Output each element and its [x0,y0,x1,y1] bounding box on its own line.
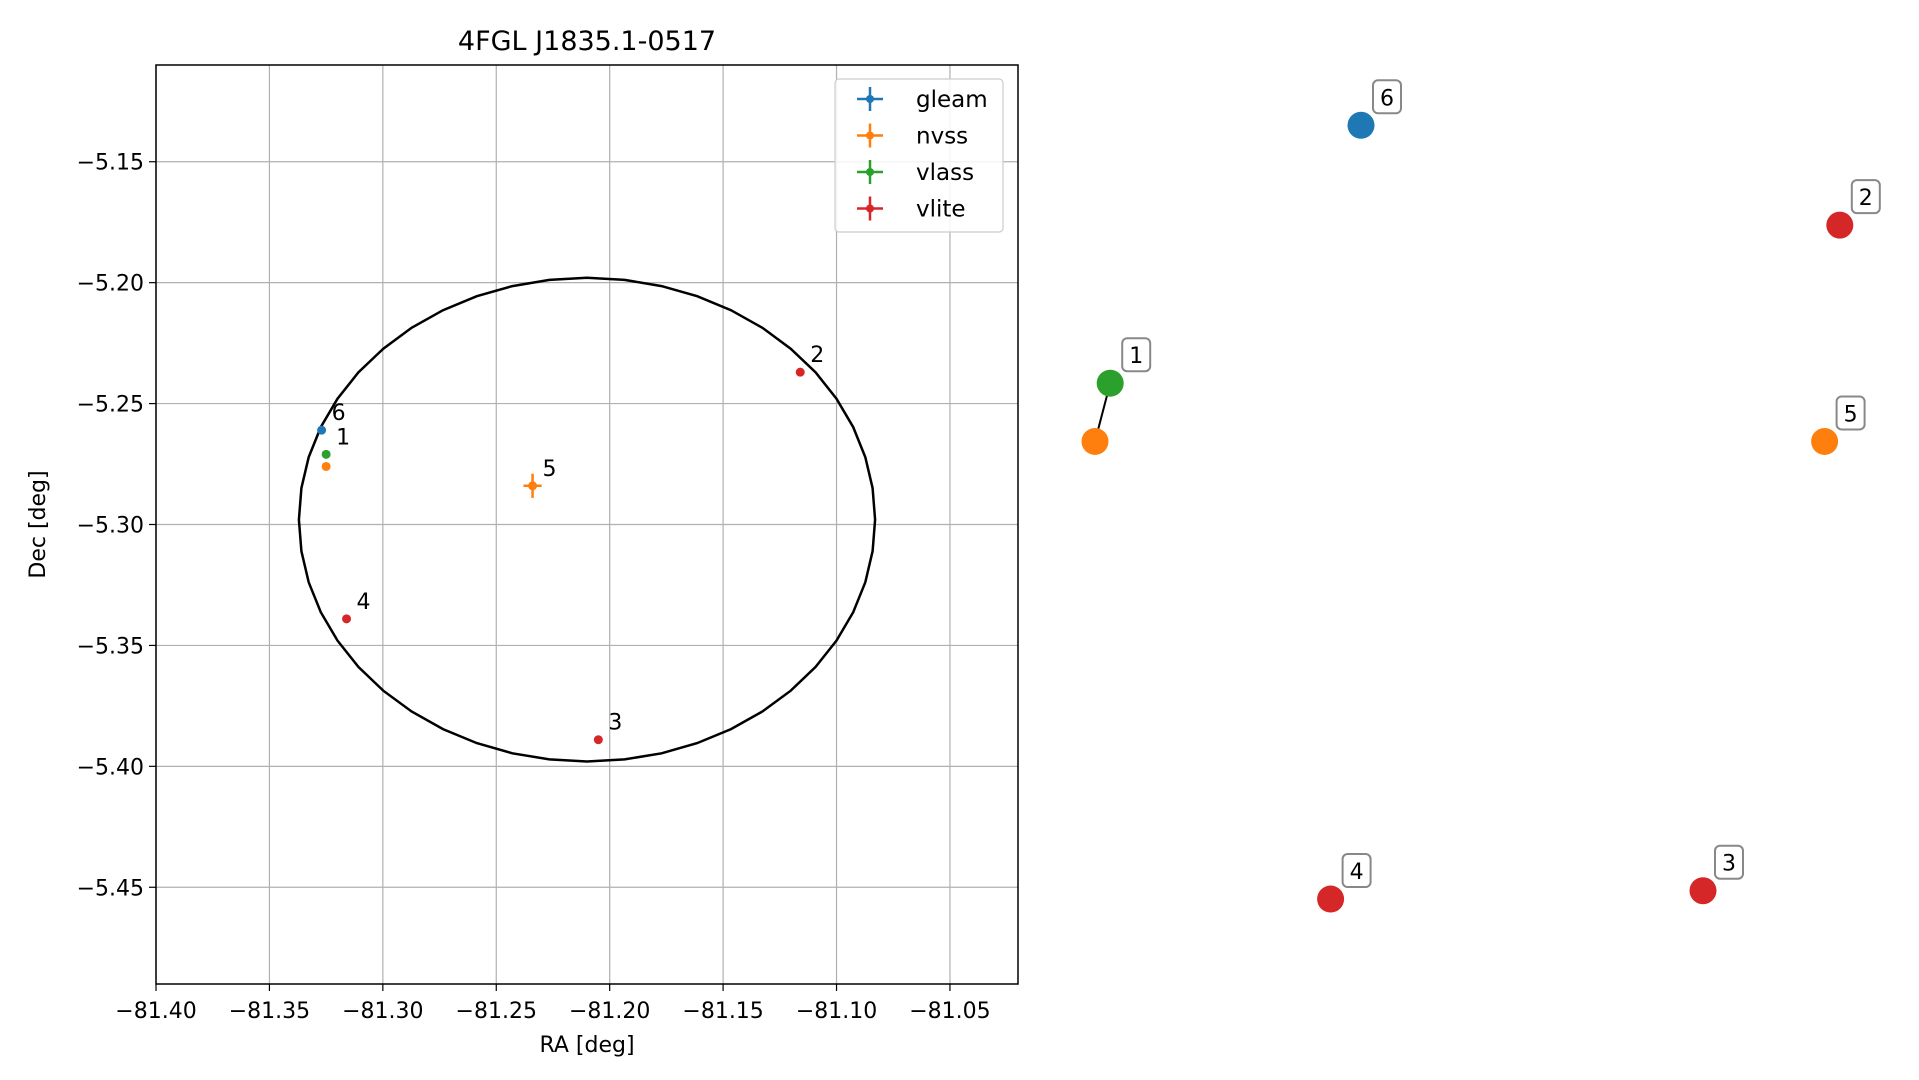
y-tick-label: −5.20 [77,272,144,297]
legend-marker [866,204,874,213]
match-node [1811,427,1839,455]
y-axis-label: Dec [deg] [26,470,51,578]
legend-marker [866,131,874,140]
node-label: 4 [1350,860,1364,885]
point-label: 3 [608,711,622,736]
point-nvss [321,461,331,471]
y-tick-label: −5.35 [77,634,144,659]
node-label-box [1835,395,1866,431]
legend-box [834,78,1004,233]
point-nvss [528,481,538,491]
point-vlite [342,614,352,624]
axis-ticks: −81.40 −81.35 −81.30 −81.25 −81.20 −81.15 −81.… [77,151,991,1024]
x-tick-label: −81.10 [796,999,877,1024]
point-vlite [593,735,603,745]
node-label: 6 [1380,86,1394,111]
x-tick-label: −81.40 [115,999,196,1024]
localization-ellipse [297,276,877,763]
node-label-box [1372,79,1402,115]
match-node [1689,877,1717,905]
data-points: 6 5 1 2 3 4 [317,343,824,745]
y-tick-label: −5.30 [77,514,144,539]
node-label-box [1850,179,1881,215]
legend: gleam nvss vlass vlite [834,78,1004,233]
match-graph-chart: 6 2 1 5 4 3 [1081,79,1881,913]
x-axis-label: RA [deg] [539,1033,634,1058]
legend-item-vlass: vlass [857,160,974,186]
legend-item-nvss: nvss [857,123,968,150]
node-label: 1 [1129,344,1143,369]
point-gleam [317,425,327,435]
y-tick-label: −5.25 [77,393,144,418]
point-vlass [321,449,331,459]
node-label: 5 [1844,402,1858,427]
y-tick-label: −5.15 [77,151,144,176]
legend-item-gleam: gleam [857,87,988,113]
point-label: 6 [332,401,346,426]
point-vlite [795,367,805,377]
point-label: 5 [543,457,557,482]
x-tick-label: −81.05 [909,999,990,1024]
node-label: 2 [1859,186,1873,211]
match-node [1317,885,1345,913]
y-tick-label: −5.40 [77,755,144,780]
match-node [1347,111,1375,139]
node-label-box [1714,844,1744,880]
legend-marker [866,95,874,103]
node-label: 3 [1722,852,1736,877]
legend-marker [866,168,874,176]
point-label: 2 [810,343,824,368]
match-node [1081,427,1109,455]
match-node [1826,211,1854,239]
x-tick-label: −81.30 [342,999,423,1024]
legend-label: vlass [916,160,974,186]
x-tick-label: −81.35 [229,999,310,1024]
y-tick-label: −5.45 [77,876,144,901]
x-tick-label: −81.25 [456,999,537,1024]
x-tick-label: −81.20 [569,999,650,1024]
node-label-box [1121,337,1152,373]
legend-label: vlite [916,197,966,223]
point-label: 1 [336,425,350,450]
x-tick-label: −81.15 [682,999,763,1024]
chart-title: 4FGL J1835.1-0517 [458,26,716,57]
legend-label: nvss [916,124,968,150]
match-node [1096,369,1124,397]
node-label-box [1341,853,1372,889]
legend-label: gleam [916,87,988,113]
point-label: 4 [357,590,371,615]
legend-item-vlite: vlite [857,196,966,223]
